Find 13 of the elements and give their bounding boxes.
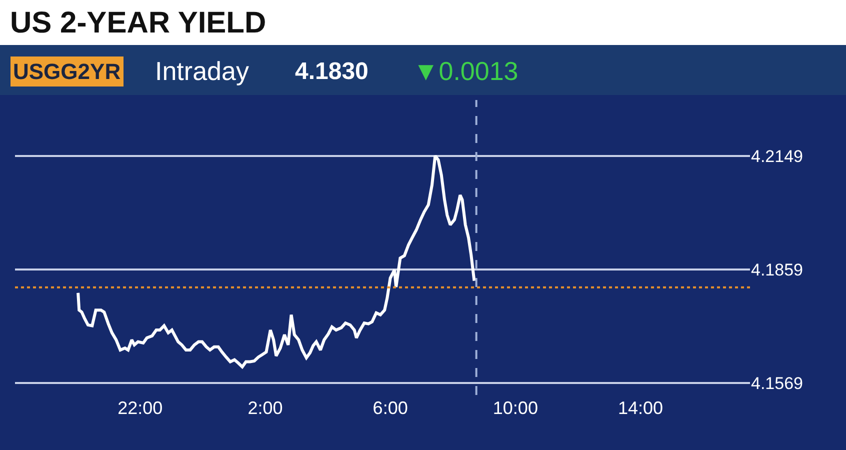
x-tick-label: 14:00 [618, 398, 664, 418]
y-tick-label: 4.1859 [751, 260, 803, 280]
text: 4.1830 [295, 58, 368, 85]
x-tick-label: 22:00 [118, 398, 163, 418]
text: ▼0.0013 [413, 56, 518, 86]
x-tick-label: 6:00 [372, 398, 408, 418]
x-tick-label: 10:00 [492, 398, 538, 418]
x-tick-label: 2:00 [248, 398, 283, 418]
chart-title: US 2-YEAR YIELD [10, 6, 266, 40]
text: USGG2YR [13, 59, 121, 84]
y-tick-label: 4.2149 [751, 146, 803, 166]
text: Intraday [155, 56, 249, 86]
y-tick-label: 4.1569 [751, 374, 803, 393]
